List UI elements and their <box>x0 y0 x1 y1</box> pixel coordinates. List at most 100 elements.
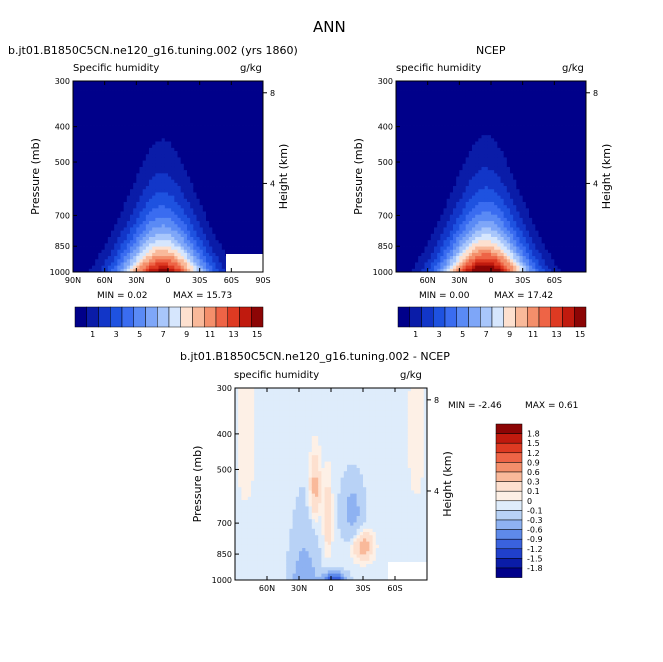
model-cell <box>111 211 115 216</box>
model-cell <box>85 166 90 171</box>
model-cell <box>240 147 245 152</box>
model-cell <box>177 179 182 184</box>
model-cell <box>152 103 156 107</box>
model-cell <box>136 138 140 142</box>
model-cell <box>107 221 112 225</box>
obs-cell <box>440 157 444 161</box>
obs-cell <box>449 106 454 111</box>
obs-cell <box>462 233 467 238</box>
model-cell <box>247 128 251 133</box>
model-cell <box>250 186 254 190</box>
model-cell <box>202 96 207 101</box>
obs-cell <box>456 240 460 244</box>
model-cell <box>168 135 172 139</box>
model-cell <box>234 217 239 222</box>
model-cell <box>212 208 216 212</box>
model-cell <box>104 259 109 263</box>
model-cell <box>228 217 232 222</box>
model-cell <box>101 84 106 88</box>
model-cell <box>152 243 156 247</box>
model-cell <box>73 112 77 117</box>
model-cell <box>104 100 109 104</box>
obs-cell <box>424 154 429 158</box>
obs-cell <box>399 81 403 85</box>
model-cell <box>202 131 207 136</box>
model-cell <box>139 109 144 114</box>
model-cell <box>120 221 125 225</box>
model-cell <box>193 109 197 114</box>
obs-cell <box>421 201 425 206</box>
model-cell <box>247 246 251 251</box>
model-cell <box>183 87 188 91</box>
obs-cell <box>462 201 467 206</box>
obs-cell <box>440 93 444 98</box>
model-cell <box>168 90 172 95</box>
model-cell <box>177 144 182 149</box>
obs-cell <box>399 262 403 267</box>
model-cell <box>120 252 125 257</box>
model-cell <box>126 106 131 111</box>
obs-cell <box>456 119 460 123</box>
model-cell <box>149 103 153 107</box>
obs-cell <box>456 173 460 177</box>
obs-cell <box>453 109 457 114</box>
model-cell <box>168 182 172 187</box>
model-cell <box>225 221 229 225</box>
model-cell <box>250 166 254 171</box>
model-cell <box>250 147 254 152</box>
model-xtick-label: 0 <box>165 276 170 285</box>
obs-cell <box>427 96 432 101</box>
obs-cell <box>411 160 416 165</box>
model-cell <box>168 93 172 98</box>
model-cell <box>145 141 150 146</box>
model-cell <box>240 230 245 235</box>
model-cell <box>240 176 245 181</box>
model-cell <box>152 268 156 273</box>
model-cell <box>82 141 87 146</box>
model-cell <box>253 93 258 98</box>
model-cell <box>133 135 137 139</box>
model-cell <box>158 141 163 146</box>
model-cell <box>164 214 169 219</box>
obs-cell <box>462 221 467 225</box>
model-cell <box>123 90 128 95</box>
model-cell <box>253 173 258 177</box>
obs-cell <box>465 116 470 120</box>
model-cell <box>130 151 134 155</box>
model-cell <box>187 214 191 219</box>
model-cell <box>174 179 178 184</box>
model-cell <box>177 214 182 219</box>
obs-cell <box>396 166 400 171</box>
model-cell <box>76 192 80 196</box>
obs-cell <box>415 147 419 152</box>
model-cell <box>218 103 223 107</box>
obs-cell <box>424 262 429 267</box>
model-cell <box>123 195 128 200</box>
obs-cell <box>430 154 435 158</box>
model-cell <box>177 141 182 146</box>
obs-cell <box>424 192 429 196</box>
model-cell <box>101 230 106 235</box>
model-cell <box>228 103 232 107</box>
model-cell <box>142 262 147 267</box>
obs-cell <box>405 189 410 193</box>
obs-cell <box>430 135 435 139</box>
obs-cell <box>434 96 438 101</box>
model-cell <box>120 198 125 203</box>
model-cell <box>218 230 223 235</box>
model-cell <box>253 217 258 222</box>
model-cell <box>228 84 232 88</box>
model-cell <box>149 106 153 111</box>
model-cell <box>228 243 232 247</box>
model-cell <box>73 227 77 232</box>
obs-cell <box>462 163 467 168</box>
model-cell <box>92 179 96 184</box>
obs-cell <box>449 221 454 225</box>
obs-cell <box>421 259 425 263</box>
model-cell <box>225 192 229 196</box>
model-cell <box>111 87 115 91</box>
model-cell <box>139 131 144 136</box>
obs-cell <box>405 93 410 98</box>
model-cell <box>101 179 106 184</box>
obs-cell <box>449 192 454 196</box>
